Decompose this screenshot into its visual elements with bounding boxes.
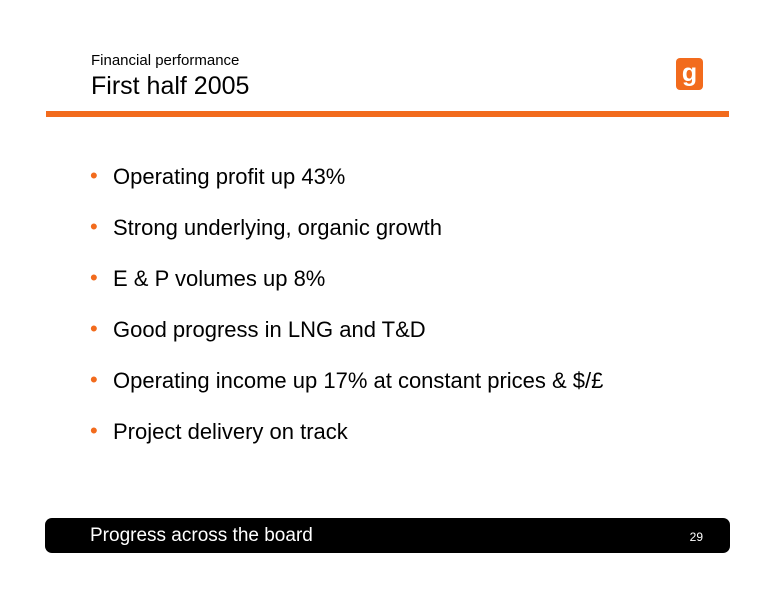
bullet-item: • Project delivery on track xyxy=(90,418,603,469)
orange-divider xyxy=(46,111,729,117)
bullet-icon: • xyxy=(90,265,98,290)
slide-subtitle: Financial performance xyxy=(91,52,240,69)
bullet-text: E & P volumes up 8% xyxy=(113,266,326,291)
bullet-item: • Operating profit up 43% xyxy=(90,163,603,214)
logo-letter: g xyxy=(682,59,697,87)
bullet-item: • Operating income up 17% at constant pr… xyxy=(90,367,603,418)
bullet-list: • Operating profit up 43% • Strong under… xyxy=(90,163,603,469)
bullet-text: Operating profit up 43% xyxy=(113,164,346,189)
bullet-icon: • xyxy=(90,367,98,392)
footer-message: Progress across the board xyxy=(90,525,313,546)
bullet-icon: • xyxy=(90,214,98,239)
bullet-item: • Strong underlying, organic growth xyxy=(90,214,603,265)
slide-header: Financial performance First half 2005 xyxy=(91,52,249,101)
bullet-item: • Good progress in LNG and T&D xyxy=(90,316,603,367)
bullet-text: Strong underlying, organic growth xyxy=(113,215,442,240)
bullet-text: Good progress in LNG and T&D xyxy=(113,317,426,342)
bullet-text: Operating income up 17% at constant pric… xyxy=(113,368,604,393)
bullet-icon: • xyxy=(90,316,98,341)
slide-title: First half 2005 xyxy=(91,72,250,100)
bg-group-logo-icon: g xyxy=(676,58,703,90)
bullet-item: • E & P volumes up 8% xyxy=(90,265,603,316)
page-number: 29 xyxy=(689,530,703,544)
footer-bar: Progress across the board 29 xyxy=(45,518,730,553)
bullet-text: Project delivery on track xyxy=(113,419,348,444)
bullet-icon: • xyxy=(90,163,98,188)
bullet-icon: • xyxy=(90,418,98,443)
